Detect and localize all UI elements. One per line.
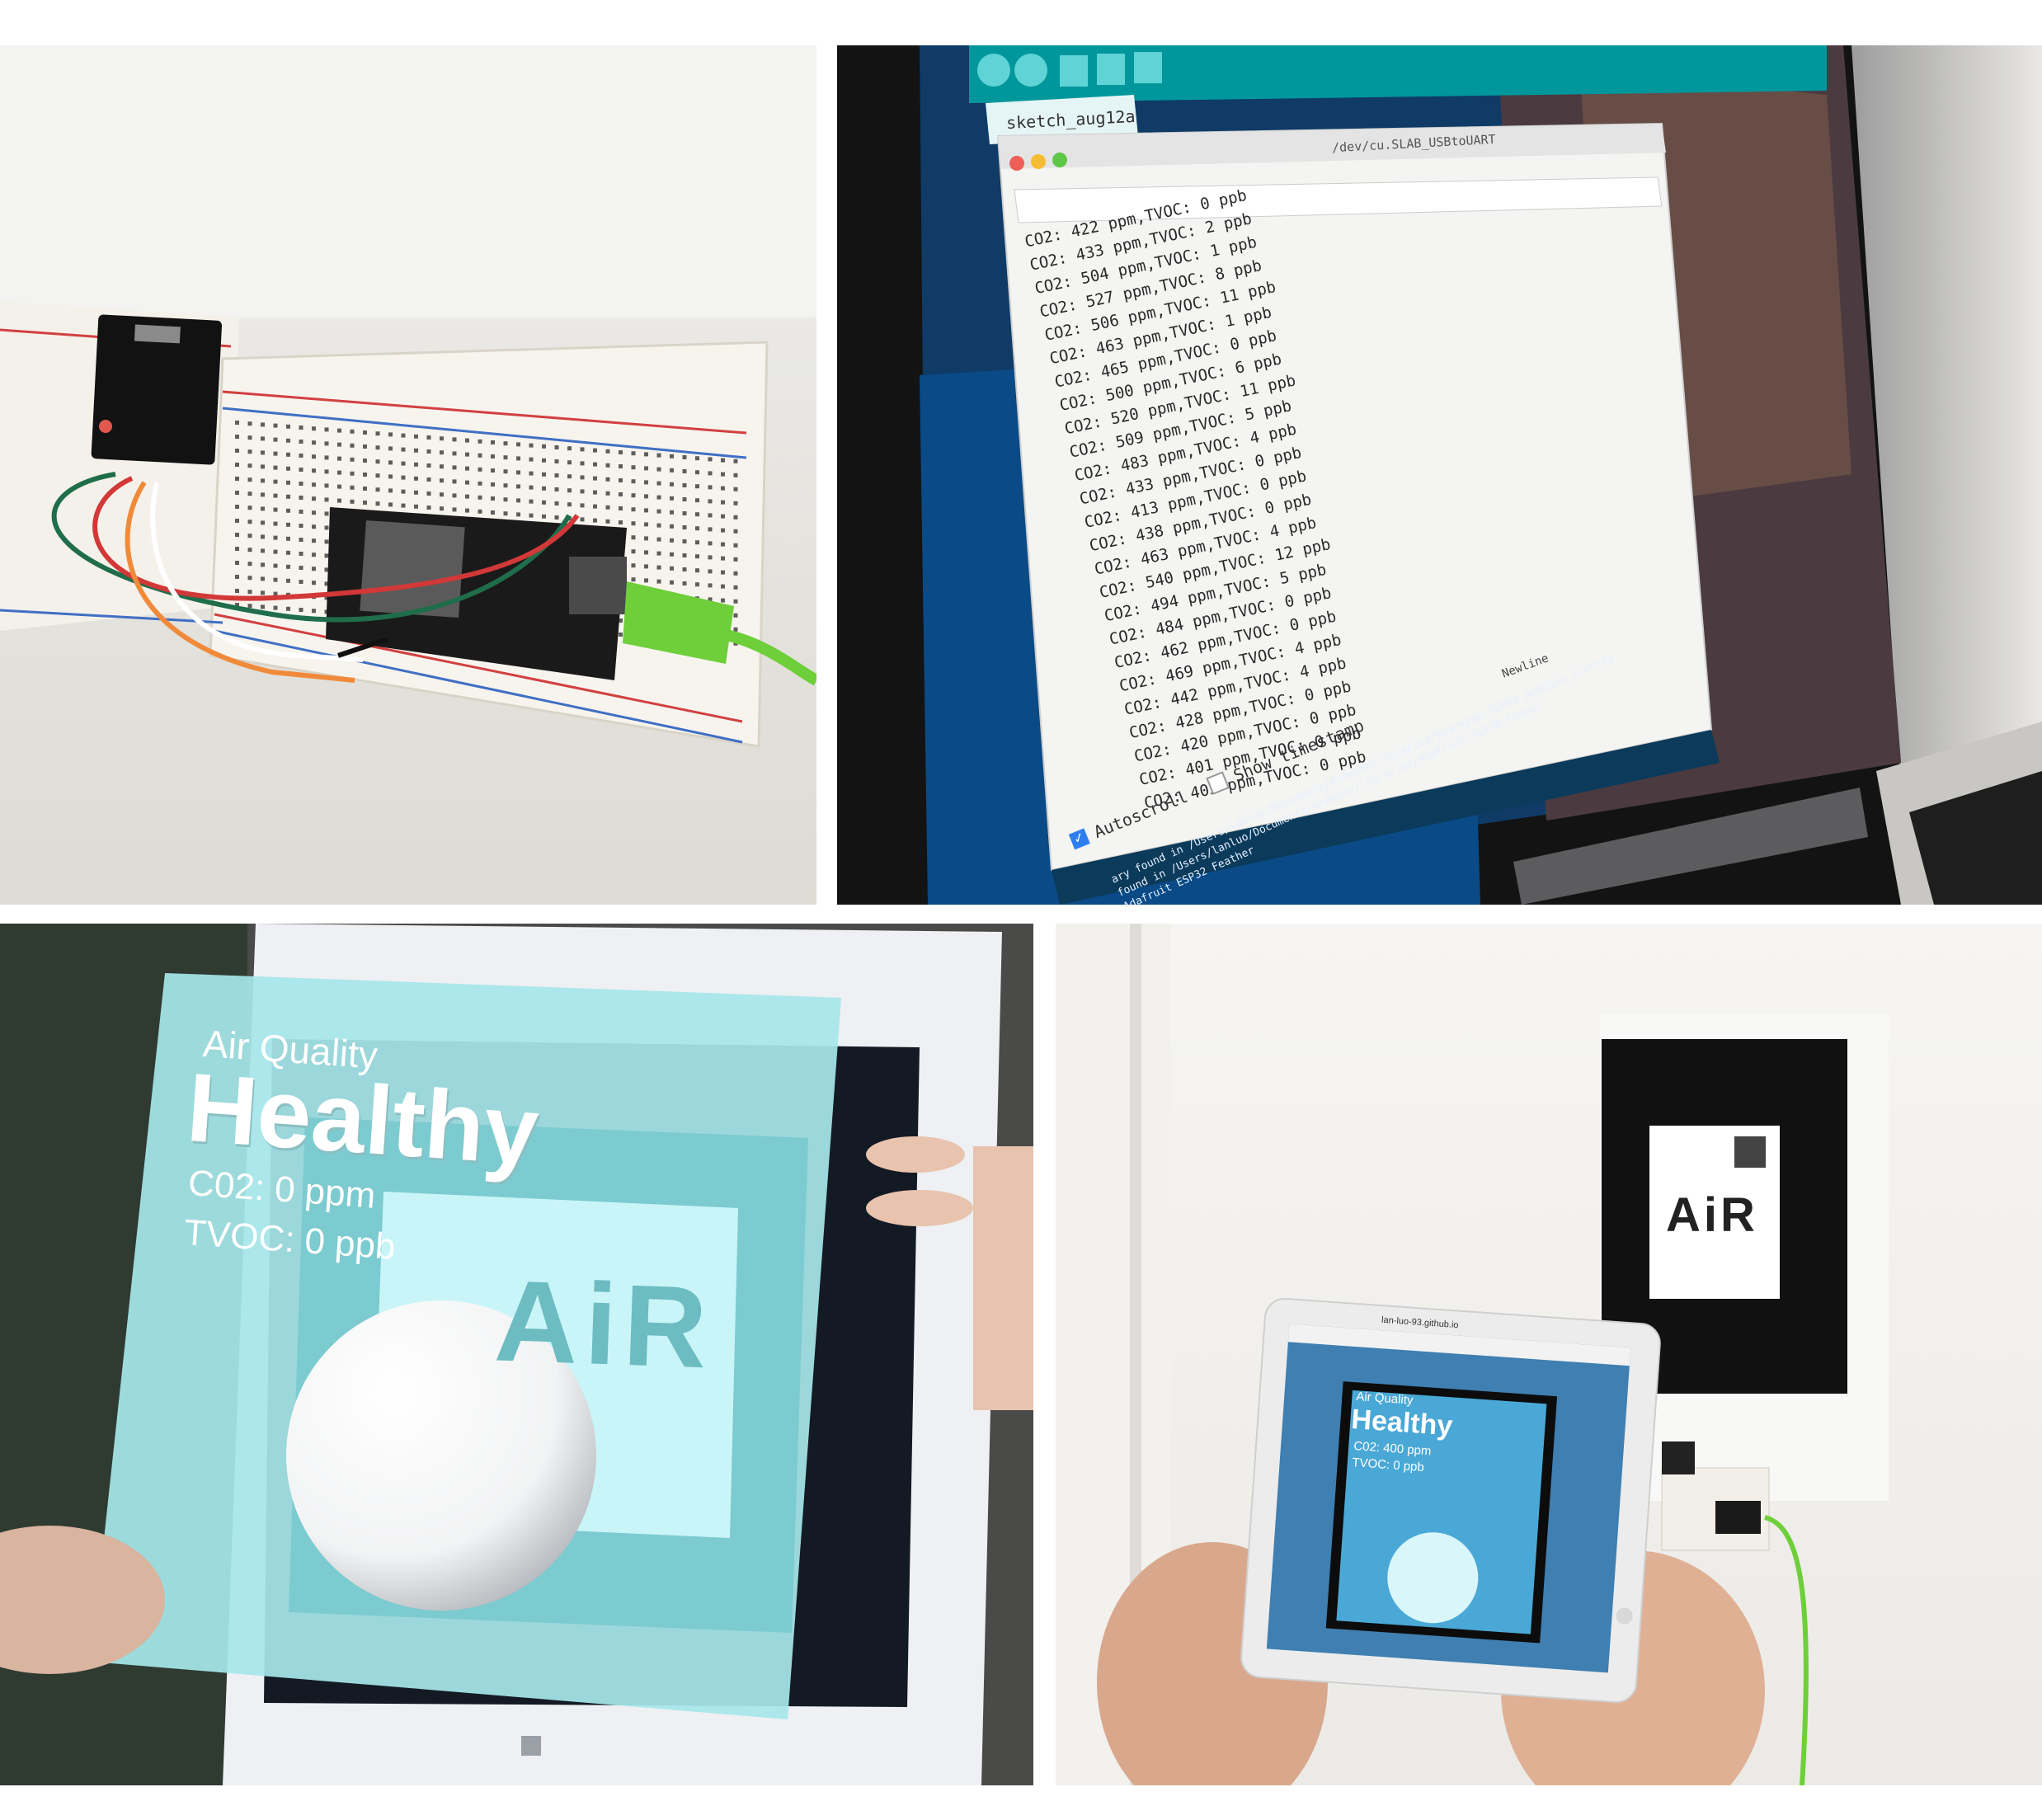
new-icon [1060,55,1088,87]
usb-cable [623,581,734,664]
breadboard-illustration [0,45,816,748]
keyboard [1909,771,2042,905]
upload-icon [1014,54,1047,87]
photo-laptop-serial-monitor: sketch_aug12a /dev/cu.SLAB_USBtoUART CO2… [837,45,2042,905]
ar-marker-logo: AiR [492,1255,716,1393]
dock [1513,788,1868,905]
ar-scene-illustration [0,924,1033,1785]
close-icon [1009,156,1024,171]
photo-tablet-ar: lan-luo-93.github.io Air Quality Healthy… [1056,924,2042,1785]
sgp30-sensor [91,314,223,465]
finger [866,1190,973,1226]
wall-marker-logo: AiR [1666,1188,1758,1242]
home-button [1616,1607,1633,1625]
screen-ar-sphere [1387,1532,1479,1624]
verify-icon [977,54,1010,87]
hand-right [973,1146,1033,1410]
minimize-icon [1031,154,1046,169]
sketch-tab [986,95,1138,144]
save-icon [1134,52,1162,83]
tablet-scene-illustration [1056,924,1889,1785]
marker-small-square [521,1736,541,1756]
qr-code-icon [1734,1136,1766,1168]
photo-breadboard-circuit [0,45,816,905]
finger [866,1136,965,1173]
photo-ar-overlay: Air Quality Healthy C02: 0 ppm TVOC: 0 p… [0,924,1033,1785]
laptop-illustration [837,45,2042,905]
ar-sphere [286,1300,596,1611]
zoom-icon [1052,153,1067,167]
arduino-toolbar [969,45,1827,103]
open-icon [1097,54,1125,85]
hand-left [0,1526,165,1674]
